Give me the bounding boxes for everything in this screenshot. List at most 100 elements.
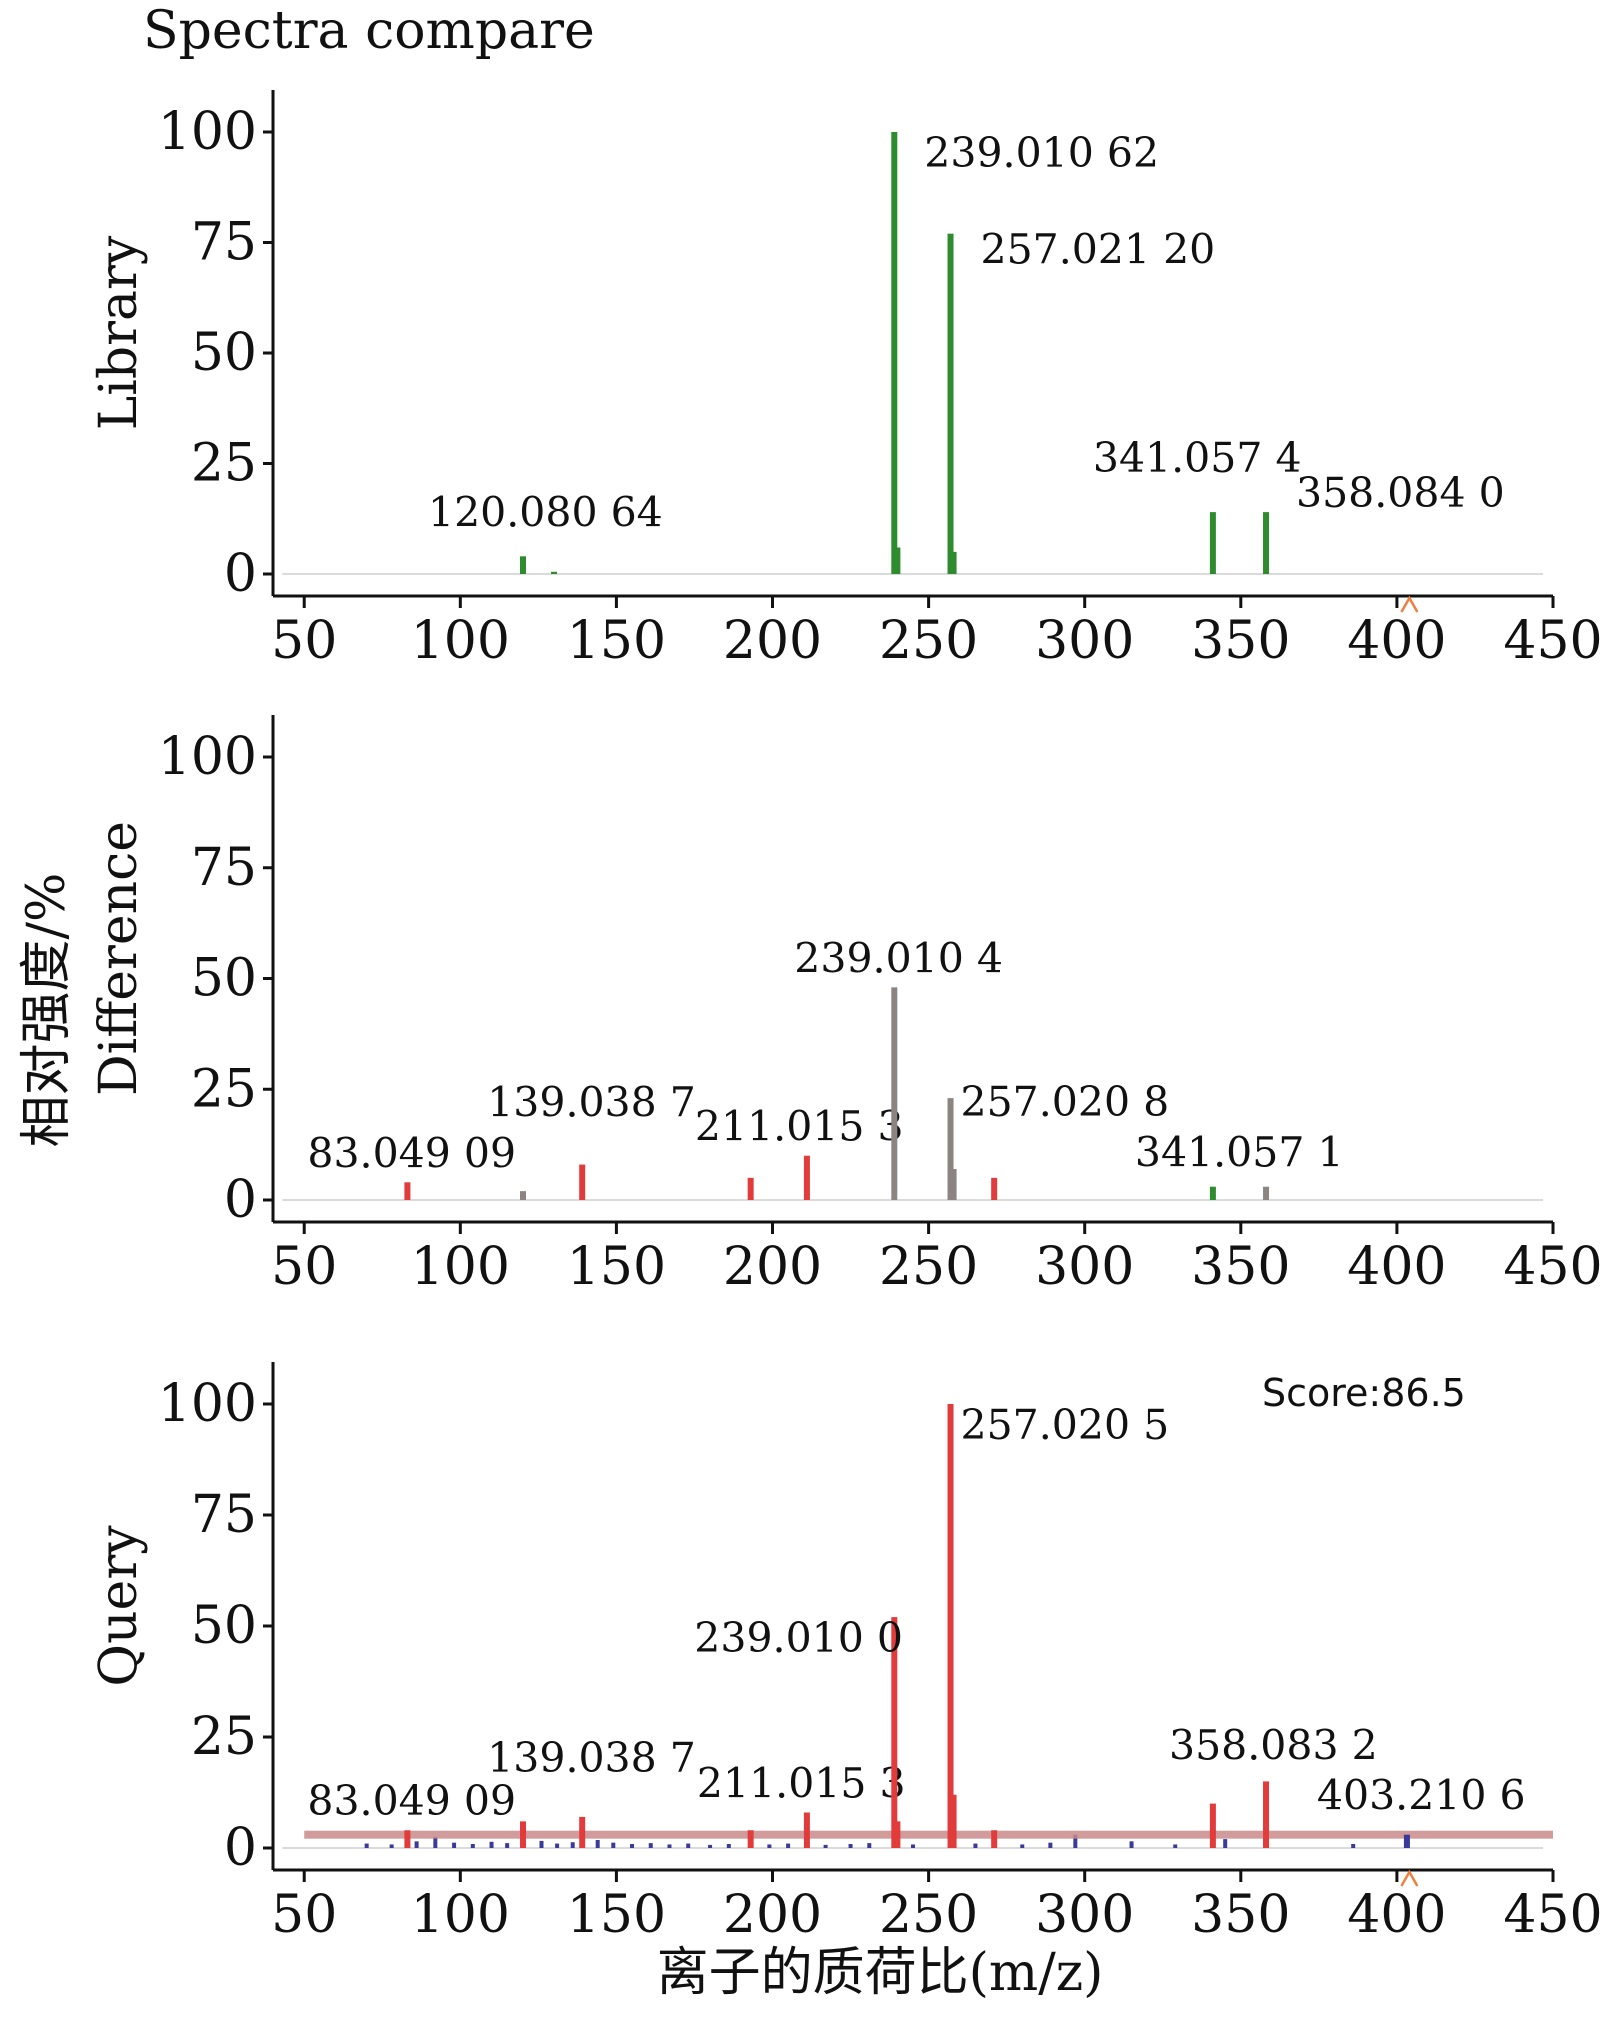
- peak-label: 257.021 20: [981, 226, 1216, 274]
- y-tick-label: 75: [191, 213, 257, 273]
- peak-bar: [803, 1812, 810, 1848]
- noise-peak: [470, 1844, 475, 1848]
- noise-peak: [848, 1844, 853, 1848]
- peak-bar: [891, 132, 898, 574]
- x-tick-label: 100: [411, 1237, 510, 1297]
- x-tick-label: 300: [1035, 1885, 1134, 1945]
- peak-bar: [747, 1830, 754, 1848]
- peak-label: 239.010 62: [924, 129, 1159, 177]
- peak-bar: [1209, 512, 1216, 574]
- noise-peak: [630, 1844, 635, 1848]
- peak-bar: [520, 1821, 527, 1848]
- noise-peak: [505, 1843, 510, 1848]
- noise-peak: [1173, 1844, 1178, 1848]
- x-tick-label: 50: [271, 1237, 337, 1297]
- noise-peak: [686, 1843, 691, 1848]
- y-tick-label: 75: [191, 838, 257, 898]
- peak-bar: [579, 1164, 586, 1200]
- x-tick-label: 150: [567, 1885, 666, 1945]
- precursor-marker: [1400, 1869, 1419, 1887]
- score-text: Score:86.5: [1262, 1371, 1466, 1415]
- peak-bar: [1263, 512, 1270, 574]
- threshold-band: [304, 1830, 1554, 1839]
- peak-label: 341.057 1: [1135, 1129, 1344, 1177]
- x-tick-label: 50: [271, 611, 337, 671]
- panel-difference: 0 25 50 75 100 50 100 150 200 250 300 350 400 450 Diff…: [89, 715, 1603, 1297]
- noise-peak: [1129, 1841, 1134, 1848]
- peak-bar: [891, 987, 898, 1200]
- noise-peak: [595, 1840, 600, 1848]
- noise-peak: [489, 1841, 494, 1848]
- panel-query: 0 25 50 75 100 50 100 150 200 250 300 350 400 450 Quer…: [89, 1362, 1603, 1945]
- x-tick-label: 200: [723, 1885, 822, 1945]
- x-axis-label: 离子的质荷比(m/z): [657, 1943, 1104, 2003]
- peak-bar: [991, 1830, 998, 1848]
- x-tick-label: 250: [879, 611, 978, 671]
- peak-bar: [1263, 1186, 1270, 1200]
- peak-bar: [894, 1821, 901, 1848]
- shared-y-axis-label: 相对强度/%: [17, 873, 77, 1148]
- noise-peak: [1351, 1844, 1356, 1848]
- peak-label: 83.049 09: [307, 1777, 516, 1825]
- x-tick-label: 400: [1347, 1237, 1446, 1297]
- peak-bar: [1263, 1781, 1270, 1848]
- panel-library: 0 25 50 75 100 50 100 150 200 250 300 350 400 450 Libr…: [89, 90, 1603, 671]
- x-tick-label: 100: [411, 1885, 510, 1945]
- y-tick-label: 25: [191, 434, 257, 494]
- peak-bar: [520, 556, 527, 574]
- peak-bar: [950, 1168, 957, 1200]
- peak-label: 358.083 2: [1169, 1721, 1378, 1769]
- noise-peak: [786, 1843, 791, 1848]
- precursor-marker: [1400, 595, 1419, 613]
- noise-peak: [911, 1844, 915, 1848]
- noise-peak: [973, 1843, 978, 1848]
- panel-label-query: Query: [89, 1525, 149, 1687]
- x-tick-label: 200: [723, 1237, 822, 1297]
- x-tick-label: 350: [1191, 1237, 1290, 1297]
- noise-peak: [452, 1842, 457, 1848]
- noise-peak: [648, 1843, 653, 1848]
- y-tick-label: 25: [191, 1059, 257, 1119]
- peak-bar: [991, 1177, 998, 1200]
- noise-peak: [767, 1844, 772, 1848]
- x-tick-label: 100: [411, 611, 510, 671]
- noise-peak: [1073, 1834, 1078, 1848]
- noise-peak: [539, 1840, 544, 1848]
- noise-peak: [364, 1843, 369, 1848]
- peak-bar: [404, 1182, 411, 1200]
- noise-peak: [555, 1843, 560, 1848]
- y-tick-label: 50: [191, 323, 257, 383]
- y-tick-label: 100: [158, 727, 257, 787]
- y-tick-label: 100: [158, 1374, 257, 1434]
- panel-label-library: Library: [89, 235, 149, 430]
- noise-peak: [389, 1844, 394, 1848]
- x-tick-label: 150: [567, 611, 666, 671]
- y-tick-label: 0: [224, 1818, 257, 1878]
- y-tick-label: 0: [224, 544, 257, 604]
- peak-label: 239.010 4: [794, 934, 1003, 982]
- noise-peak: [726, 1844, 731, 1848]
- x-tick-label: 200: [723, 611, 822, 671]
- x-tick-label: 50: [271, 1885, 337, 1945]
- peak-bar: [950, 551, 957, 574]
- noise-peak: [708, 1844, 713, 1848]
- x-tick-label: 250: [879, 1885, 978, 1945]
- x-tick-label: 400: [1347, 1885, 1446, 1945]
- y-tick-label: 25: [191, 1707, 257, 1767]
- x-tick-label: 450: [1503, 1885, 1602, 1945]
- peak-bar: [404, 1830, 411, 1848]
- x-tick-label: 450: [1503, 611, 1602, 671]
- x-tick-label: 350: [1191, 1885, 1290, 1945]
- noise-peak: [667, 1844, 672, 1848]
- noise-peak: [1223, 1839, 1228, 1848]
- y-tick-label: 100: [158, 102, 257, 162]
- x-tick-label: 350: [1191, 611, 1290, 671]
- peak-bar: [894, 547, 901, 574]
- peak-bar: [579, 1816, 586, 1848]
- noise-peak: [1020, 1844, 1025, 1848]
- peak-bar: [520, 1191, 527, 1200]
- peak-bar: [947, 233, 954, 574]
- y-tick-label: 50: [191, 949, 257, 1009]
